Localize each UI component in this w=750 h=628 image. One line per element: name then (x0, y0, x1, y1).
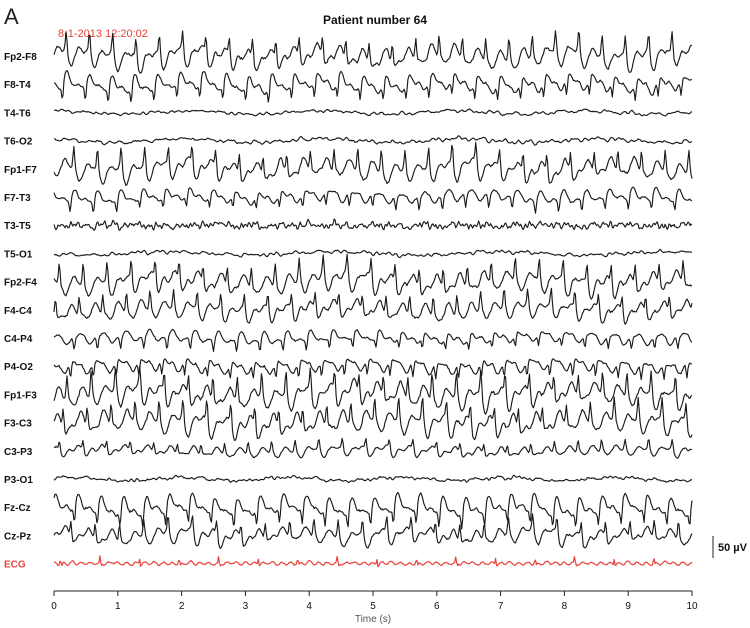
x-tick-label: 3 (243, 601, 249, 612)
x-tick-label: 0 (51, 601, 57, 612)
channel-label: Fp2-F8 (4, 52, 37, 63)
x-axis: 0 1 2 3 4 5 6 7 8 9 10 Time (s) (51, 590, 698, 625)
channel-label: Cz-Pz (4, 531, 31, 542)
x-tick-label: 1 (115, 601, 121, 612)
recording-timestamp: 8-1-2013 12:20:02 (58, 28, 148, 40)
channel-label: Fp2-F4 (4, 278, 37, 289)
trace-t4-t6 (53, 108, 693, 117)
channel-label: T3-T5 (4, 221, 31, 232)
x-tick-label: 7 (498, 601, 504, 612)
trace-fp1-f3 (53, 365, 693, 415)
trace-t3-t5 (53, 218, 693, 231)
channel-label: P3-O1 (4, 475, 33, 486)
trace-fz-cz (53, 491, 693, 530)
trace-t6-o2 (53, 135, 693, 146)
chart-title: Patient number 64 (323, 13, 427, 27)
scale-bar: 50 µV (712, 536, 748, 558)
trace-f4-c4 (53, 287, 693, 325)
trace-p3-o1 (53, 474, 693, 483)
channel-label: F7-T3 (4, 193, 31, 204)
panel-letter: A (4, 4, 19, 29)
channel-label: T5-O1 (4, 249, 33, 260)
eeg-traces (53, 30, 693, 568)
trace-c3-p3 (53, 437, 693, 459)
trace-f3-c3 (53, 396, 693, 441)
channel-label: Fz-Cz (4, 503, 31, 514)
channel-label: T6-O2 (4, 137, 33, 148)
channel-label: F8-T4 (4, 80, 31, 91)
x-tick-label: 9 (625, 601, 631, 612)
channel-label: F4-C4 (4, 306, 32, 317)
channel-label: C4-P4 (4, 334, 33, 345)
x-tick-label: 2 (179, 601, 185, 612)
trace-c4-p4 (53, 328, 693, 352)
channel-label: P4-O2 (4, 362, 33, 373)
channel-label: Fp1-F3 (4, 390, 37, 401)
trace-f7-t3 (53, 186, 693, 214)
x-axis-label: Time (s) (355, 614, 391, 625)
trace-f8-t4 (53, 69, 693, 103)
x-tick-label: 5 (370, 601, 376, 612)
channel-labels: Fp2-F8 F8-T4 T4-T6 T6-O2 Fp1-F7 F7-T3 T3-T5 T5-… (4, 52, 37, 571)
x-tick-label: 10 (686, 601, 698, 612)
trace-cz-pz (53, 513, 693, 549)
trace-p4-o2 (53, 358, 693, 381)
trace-fp2-f8 (53, 30, 693, 74)
channel-label: Fp1-F7 (4, 165, 37, 176)
trace-ecg (53, 555, 693, 568)
channel-label: ECG (4, 560, 26, 571)
scale-bar-label: 50 µV (718, 542, 748, 554)
x-axis-ticks: 0 1 2 3 4 5 6 7 8 9 10 (51, 591, 698, 612)
channel-label: F3-C3 (4, 419, 32, 430)
x-tick-label: 8 (562, 601, 568, 612)
channel-label: T4-T6 (4, 108, 31, 119)
x-tick-label: 4 (306, 601, 312, 612)
trace-t5-o1 (53, 248, 692, 259)
trace-fp2-f4 (53, 253, 693, 300)
channel-label: C3-P3 (4, 447, 33, 458)
x-tick-label: 6 (434, 601, 440, 612)
trace-fp1-f7 (53, 141, 693, 186)
